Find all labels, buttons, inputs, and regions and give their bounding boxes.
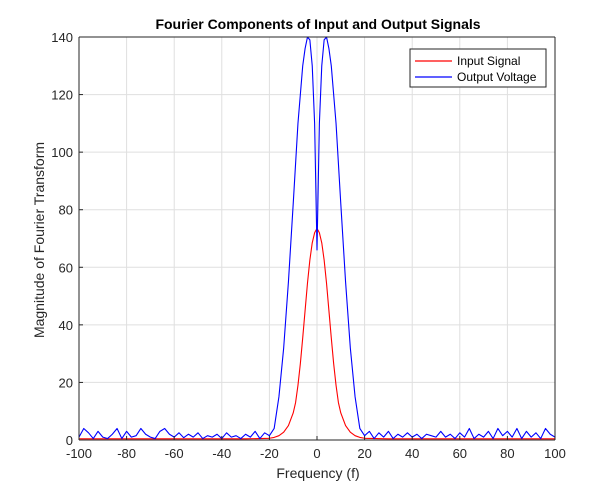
y-tick-label: 0 bbox=[66, 433, 73, 448]
legend-box bbox=[409, 48, 547, 88]
x-tick-label: -80 bbox=[117, 446, 136, 461]
x-tick-label: 0 bbox=[313, 446, 320, 461]
x-tick-label: 100 bbox=[544, 446, 566, 461]
y-axis-label: Magnitude of Fourier Transform bbox=[31, 142, 47, 338]
legend-label-input-signal: Input Signal bbox=[457, 54, 520, 68]
x-tick-label: -60 bbox=[165, 446, 184, 461]
series-lines bbox=[78, 36, 556, 440]
y-tick-label: 80 bbox=[59, 203, 73, 218]
y-tick-label: 40 bbox=[59, 318, 73, 333]
legend-label-output-voltage: Output Voltage bbox=[457, 70, 537, 84]
tick-labels: -100 -80 -60 -40 -20 0 20 40 60 80 100 0 20 40 60 80 100… bbox=[51, 30, 566, 461]
x-tick-label: -20 bbox=[260, 446, 279, 461]
chart-title: Fourier Components of Input and Output S… bbox=[155, 16, 480, 32]
x-tick-label: -40 bbox=[212, 446, 231, 461]
x-tick-label: 40 bbox=[405, 446, 419, 461]
series-line-output-voltage bbox=[78, 36, 556, 440]
y-tick-label: 60 bbox=[59, 260, 73, 275]
y-tick-label: 140 bbox=[51, 30, 73, 45]
x-axis-label: Frequency (f) bbox=[276, 465, 359, 481]
x-tick-label: 80 bbox=[500, 446, 514, 461]
axes bbox=[78, 36, 556, 441]
x-tick-label: 20 bbox=[357, 446, 371, 461]
x-tick-label: -100 bbox=[66, 446, 92, 461]
legend: Input Signal Output Voltage bbox=[409, 48, 547, 88]
y-tick-label: 120 bbox=[51, 88, 73, 103]
x-tick-label: 60 bbox=[453, 446, 467, 461]
y-tick-label: 100 bbox=[51, 145, 73, 160]
y-tick-label: 20 bbox=[59, 375, 73, 390]
